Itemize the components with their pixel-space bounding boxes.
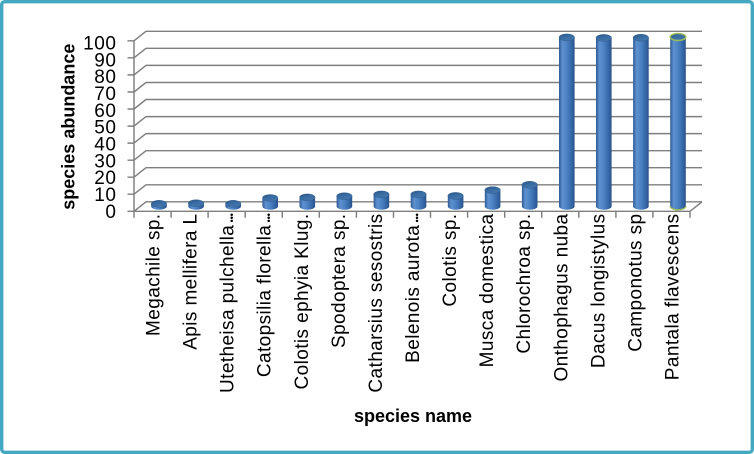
svg-text:80: 80 xyxy=(94,67,116,88)
svg-text:Megachile sp.: Megachile sp. xyxy=(144,214,165,336)
svg-text:Dacus longistylus: Dacus longistylus xyxy=(588,214,609,369)
svg-text:species abundance: species abundance xyxy=(59,44,79,210)
svg-text:100: 100 xyxy=(83,34,116,55)
svg-text:40: 40 xyxy=(94,135,116,156)
svg-text:50: 50 xyxy=(94,118,116,139)
svg-text:Camponotus sp: Camponotus sp xyxy=(625,214,646,352)
svg-text:90: 90 xyxy=(94,50,116,71)
svg-text:Apis mellifera L: Apis mellifera L xyxy=(181,214,202,350)
svg-text:Musca domestica: Musca domestica xyxy=(477,213,498,367)
svg-text:Pantala flavescens: Pantala flavescens xyxy=(663,214,684,381)
svg-text:species name: species name xyxy=(354,406,472,426)
svg-text:Colotis ephyia Klug.: Colotis ephyia Klug. xyxy=(292,214,313,390)
svg-text:Onthophagus nuba: Onthophagus nuba xyxy=(551,213,572,381)
svg-text:Spodoptera sp.: Spodoptera sp. xyxy=(329,214,350,348)
svg-text:Colotis sp.: Colotis sp. xyxy=(440,214,461,307)
svg-text:60: 60 xyxy=(94,101,116,122)
svg-text:0: 0 xyxy=(105,202,116,223)
svg-text:Chlorochroa sp.: Chlorochroa sp. xyxy=(514,214,535,354)
svg-text:20: 20 xyxy=(94,168,116,189)
svg-text:Utetheisa pulchella: Utetheisa pulchella xyxy=(218,225,239,393)
svg-text:Catharsius sesostris: Catharsius sesostris xyxy=(366,214,387,393)
svg-text:30: 30 xyxy=(94,151,116,172)
svg-text:Belenois aurota: Belenois aurota xyxy=(403,225,424,363)
svg-text:10: 10 xyxy=(94,185,116,206)
svg-text:Catopsilia florella: Catopsilia florella xyxy=(255,225,276,377)
svg-text:70: 70 xyxy=(94,84,116,105)
